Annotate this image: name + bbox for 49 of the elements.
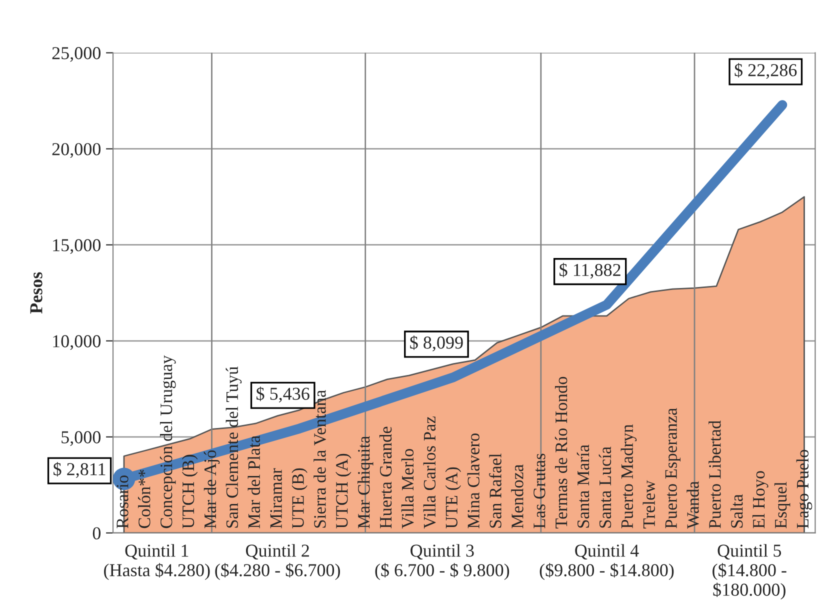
x-tick-label: Mendoza	[511, 464, 524, 528]
x-tick-label: Santa María	[576, 444, 590, 528]
x-tick-label: Huerta Grande	[379, 426, 392, 528]
data-label: $ 8,099	[410, 335, 463, 352]
y-tick-label: 5,000	[62, 431, 101, 446]
y-tick-label: 10,000	[53, 335, 101, 350]
x-tick-label: Mina Clavero	[467, 434, 480, 528]
text: Quintil 5 ($14.800 - $180.000)	[712, 544, 786, 600]
text: Quintil 4 ($9.800 - $14.800)	[540, 544, 674, 580]
x-tick-label: Villa Merlo	[401, 449, 414, 529]
x-tick-label: Salta	[730, 494, 743, 528]
x-tick-label: Colón**	[138, 470, 150, 528]
data-label: $ 22,286	[734, 63, 797, 79]
y-tick-label: 20,000	[52, 143, 101, 158]
x-tick-label: Santa Lucía	[598, 446, 612, 528]
x-tick-label: Villa Carlos Paz	[423, 416, 436, 529]
x-tick-label: San Rafael	[488, 453, 502, 528]
text: Quintil 1 (Hasta $4.280)	[104, 544, 210, 580]
x-tick-label: UTE (A)	[445, 467, 462, 528]
x-tick-label: Mar Chiquita	[357, 436, 374, 528]
data-label: $ 5,436	[256, 386, 310, 402]
x-tick-label: Las Grutas	[534, 454, 546, 528]
text: Quintil 3 ($ 6.700 - $ 9.800)	[375, 544, 510, 580]
x-tick-label: UTCH (B)	[182, 454, 198, 528]
x-tick-label: Mar del Plata	[248, 435, 260, 528]
data-label: $ 11,882	[560, 262, 620, 279]
x-tick-label: Concepción del Uruguay	[160, 355, 176, 528]
x-tick-label: San Clemente del Tuyú	[226, 366, 242, 528]
y-tick-label: 15,000	[53, 239, 101, 254]
data-label: $ 2,811	[54, 462, 106, 478]
x-tick-label: Esquel	[774, 482, 790, 528]
y-tick-label: 0	[92, 527, 101, 540]
x-tick-label: Puerto Libertad	[708, 420, 721, 528]
x-tick-label: Rosario	[116, 475, 128, 528]
x-tick-label: Trelew	[642, 480, 655, 528]
x-tick-label: UTCH (A)	[336, 454, 352, 528]
text: Quintil 2 ($4.280 - $6.700)	[215, 544, 340, 580]
x-tick-label: Mar de Ajó	[204, 450, 220, 528]
x-tick-label: Miramar	[270, 468, 282, 528]
y-tick-label: 25,000	[52, 47, 101, 62]
x-tick-label: Puerto Madryn	[620, 424, 637, 528]
y-axis-title: Pesos	[30, 272, 42, 314]
x-tick-label: El Hoyo	[752, 471, 768, 528]
x-tick-label: Lago Puelo	[796, 450, 812, 528]
x-tick-label: Wanda	[686, 481, 699, 529]
x-tick-label: Termas de Río Hondo	[554, 376, 568, 528]
x-tick-label: UTE (B)	[292, 468, 308, 528]
x-tick-label: Puerto Esperanza	[665, 408, 680, 528]
x-tick-label: Sierra de la Ventana	[314, 390, 326, 528]
